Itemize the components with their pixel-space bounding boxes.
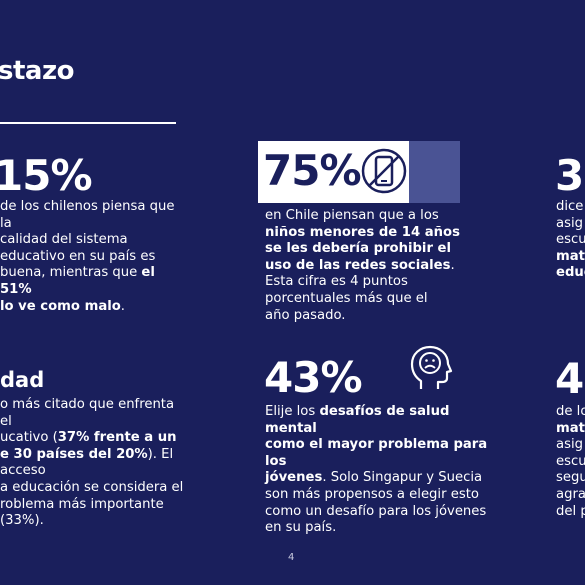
page-number: 4 bbox=[288, 552, 295, 563]
stat-2-value: 75% bbox=[263, 146, 362, 195]
section-title: stazo bbox=[0, 56, 74, 86]
stat-2-text: en Chile piensan que a los niños menores… bbox=[265, 208, 460, 323]
stat-2-box-accent bbox=[409, 141, 460, 203]
stat-5-value: 43% bbox=[264, 353, 363, 402]
stat-1-value: 15% bbox=[0, 151, 93, 200]
stat-5-text: Elije los desafíos de salud mental como … bbox=[265, 404, 488, 536]
title-underline bbox=[0, 122, 176, 124]
stat-1-text: de los chilenos piensa que la calidad de… bbox=[0, 199, 175, 314]
sad-head-icon bbox=[405, 343, 455, 397]
stat-4-text: o más citado que enfrenta el ucativo (37… bbox=[0, 397, 184, 529]
stat-4-heading: dad bbox=[0, 368, 45, 392]
stat-3-value: 3( bbox=[555, 151, 585, 200]
no-phone-icon bbox=[361, 148, 407, 198]
stat-6-value: 4( bbox=[555, 354, 585, 403]
